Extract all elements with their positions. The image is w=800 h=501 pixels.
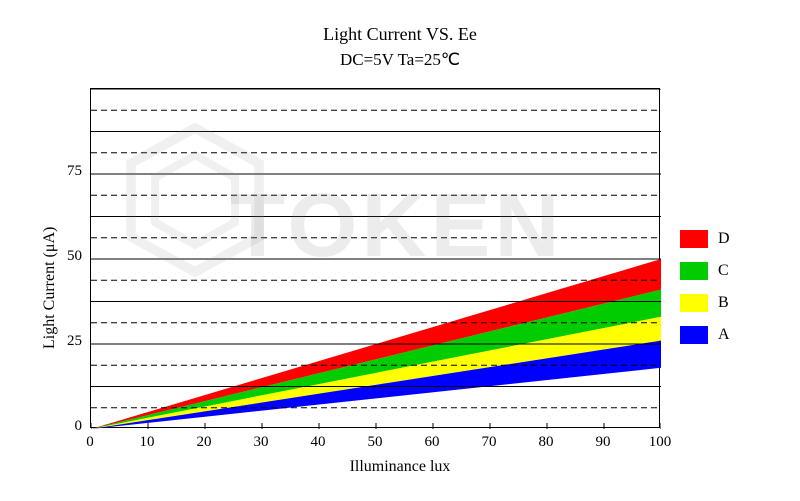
x-tick-label: 70 <box>474 434 504 451</box>
legend-item-C: C <box>680 262 730 280</box>
x-tick-label: 0 <box>75 434 105 451</box>
chart-title: Light Current VS. Ee <box>0 24 800 45</box>
y-tick-label: 0 <box>42 418 82 435</box>
x-tick-label: 100 <box>645 434 675 451</box>
x-tick-label: 10 <box>132 434 162 451</box>
x-tick-label: 40 <box>303 434 333 451</box>
legend-item-B: B <box>680 294 730 312</box>
legend-swatch <box>680 262 708 280</box>
x-tick-label: 30 <box>246 434 276 451</box>
x-tick-label: 50 <box>360 434 390 451</box>
legend-item-A: A <box>680 326 730 344</box>
legend-label: B <box>718 294 729 312</box>
legend-label: A <box>718 326 730 344</box>
legend-swatch <box>680 326 708 344</box>
legend-swatch <box>680 230 708 248</box>
y-tick-label: 25 <box>42 333 82 350</box>
legend-swatch <box>680 294 708 312</box>
x-tick-label: 90 <box>588 434 618 451</box>
chart-container: Light Current VS. Ee DC=5V Ta=25℃ Light … <box>0 0 800 501</box>
legend-item-D: D <box>680 230 730 248</box>
x-tick-label: 80 <box>531 434 561 451</box>
x-axis-label: Illuminance lux <box>0 458 800 476</box>
legend-label: C <box>718 262 729 280</box>
legend-label: D <box>718 230 730 248</box>
plot-svg <box>91 89 661 429</box>
x-tick-label: 60 <box>417 434 447 451</box>
legend: DCBA <box>680 230 730 358</box>
chart-subtitle: DC=5V Ta=25℃ <box>0 50 800 70</box>
y-tick-label: 50 <box>42 248 82 265</box>
x-tick-label: 20 <box>189 434 219 451</box>
plot-area <box>90 88 660 428</box>
y-tick-label: 75 <box>42 163 82 180</box>
